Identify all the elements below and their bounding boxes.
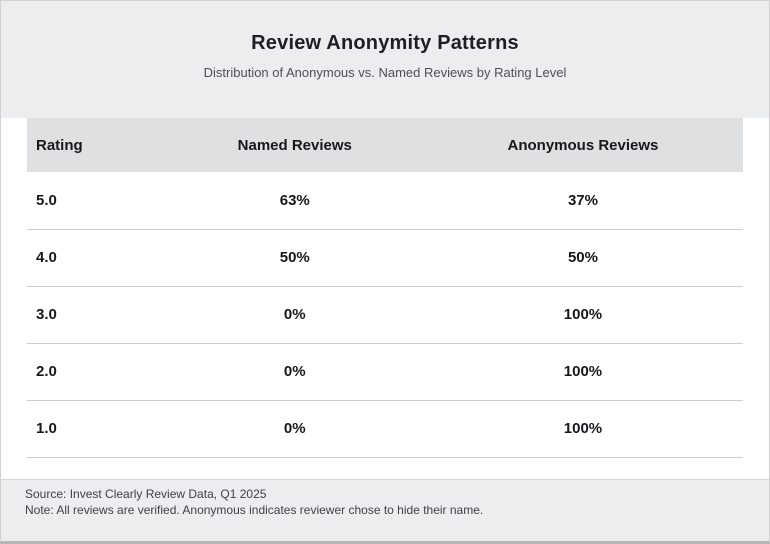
named-reviews-cell: 0% [166, 286, 423, 344]
table-row: 2.0 0% 100% [27, 343, 743, 401]
rating-cell: 4.0 [27, 229, 167, 287]
rating-cell: 5.0 [27, 172, 167, 230]
page-subtitle: Distribution of Anonymous vs. Named Revi… [203, 64, 567, 80]
table-header-row: Rating Named Reviews Anonymous Reviews [27, 118, 743, 172]
anonymous-reviews-cell: 100% [422, 286, 743, 344]
table-row: 1.0 0% 100% [27, 400, 743, 458]
footer-note-text: Note: All reviews are verified. Anonymou… [25, 502, 484, 517]
anonymity-table: Rating Named Reviews Anonymous Reviews 5… [27, 118, 743, 458]
named-reviews-cell: 0% [166, 343, 423, 401]
named-reviews-cell: 63% [166, 172, 423, 230]
table-row: 3.0 0% 100% [27, 286, 743, 344]
column-header-named-reviews: Named Reviews [166, 118, 423, 172]
rating-cell: 3.0 [27, 286, 167, 344]
table-row: 5.0 63% 37% [27, 172, 743, 230]
page-title: Review Anonymity Patterns [251, 31, 519, 54]
column-header-rating: Rating [27, 118, 167, 172]
table-container: Rating Named Reviews Anonymous Reviews 5… [1, 118, 769, 458]
anonymous-reviews-cell: 37% [422, 172, 743, 230]
rating-cell: 2.0 [27, 343, 167, 401]
named-reviews-cell: 50% [166, 229, 423, 287]
footer-source-text: Source: Invest Clearly Review Data, Q1 2… [25, 486, 267, 501]
anonymous-reviews-cell: 100% [422, 400, 743, 458]
anonymous-reviews-cell: 50% [422, 229, 743, 287]
named-reviews-cell: 0% [166, 400, 423, 458]
column-header-anonymous-reviews: Anonymous Reviews [422, 118, 743, 172]
rating-cell: 1.0 [27, 400, 167, 458]
report-footer: Source: Invest Clearly Review Data, Q1 2… [1, 478, 769, 541]
report-header: Review Anonymity Patterns Distribution o… [1, 1, 769, 118]
anonymous-reviews-cell: 100% [422, 343, 743, 401]
table-row: 4.0 50% 50% [27, 229, 743, 287]
